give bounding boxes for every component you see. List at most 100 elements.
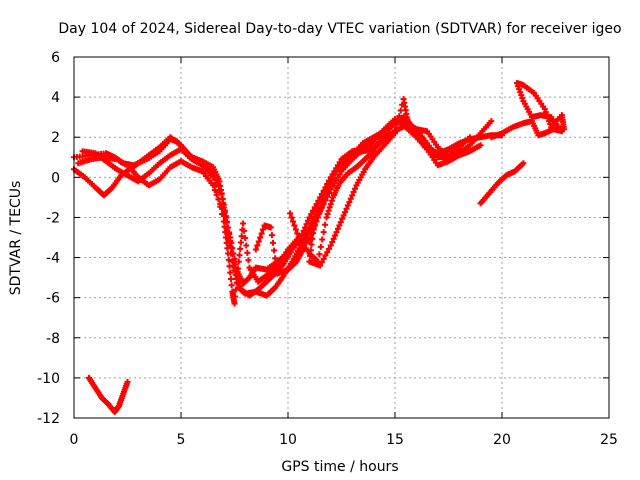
- data-point: [300, 227, 307, 234]
- data-point: [241, 227, 248, 234]
- y-tick-label: -12: [37, 411, 60, 427]
- data-point: [254, 242, 261, 249]
- data-point: [258, 230, 265, 237]
- data-point: [320, 229, 327, 236]
- data-point: [243, 242, 250, 249]
- data-point: [232, 286, 239, 293]
- data-point: [320, 255, 327, 262]
- data-point: [226, 231, 233, 238]
- data-point: [327, 179, 334, 186]
- data-point: [326, 183, 333, 190]
- data-point: [346, 199, 353, 206]
- data-point: [336, 222, 343, 229]
- data-point: [545, 115, 552, 122]
- data-point: [309, 235, 316, 242]
- data-point: [520, 98, 527, 105]
- data-point: [329, 239, 336, 246]
- data-point: [327, 201, 334, 208]
- data-point: [342, 209, 349, 216]
- data-point: [309, 230, 316, 237]
- data-point: [255, 238, 262, 245]
- data-point: [225, 256, 232, 263]
- data-point: [236, 252, 243, 259]
- data-point: [221, 223, 228, 230]
- data-point: [520, 160, 527, 167]
- data-point: [330, 171, 337, 178]
- data-point: [324, 211, 331, 218]
- data-point: [240, 220, 247, 227]
- data-point: [287, 210, 294, 217]
- data-point: [231, 267, 238, 274]
- x-tick-label: 15: [386, 432, 404, 448]
- data-point: [316, 251, 323, 258]
- data-point: [339, 215, 346, 222]
- chart-title: Day 104 of 2024, Sidereal Day-to-day VTE…: [58, 21, 621, 37]
- data-point: [210, 174, 217, 181]
- data-point: [228, 282, 235, 289]
- data-point: [124, 378, 131, 385]
- y-tick-label: 6: [51, 50, 60, 66]
- data-point: [215, 183, 222, 190]
- data-point: [260, 226, 267, 233]
- data-point: [238, 233, 245, 240]
- data-point: [289, 218, 296, 225]
- tick-labels: 0 5 10 15 20 25 -12 -10 -8 -6 -4 -2 0 2 4 6: [37, 50, 618, 448]
- data-point: [229, 258, 236, 265]
- data-point: [334, 225, 341, 232]
- data-point: [244, 249, 251, 256]
- data-point: [546, 118, 553, 125]
- data-point: [330, 235, 337, 242]
- data-point: [332, 232, 339, 239]
- data-point: [314, 258, 321, 265]
- data-point: [222, 234, 229, 241]
- data-point: [317, 262, 324, 269]
- data-point: [517, 89, 524, 96]
- data-point: [325, 207, 332, 214]
- data-point: [309, 207, 316, 214]
- y-tick-label: 0: [51, 170, 60, 186]
- series-track-g: [477, 160, 527, 207]
- data-point: [271, 247, 278, 254]
- data-point: [343, 205, 350, 212]
- data-point: [226, 263, 233, 270]
- data-point: [311, 204, 318, 211]
- data-point: [320, 198, 327, 205]
- data-points: [71, 80, 568, 415]
- data-point: [308, 241, 315, 248]
- x-tick-label: 20: [493, 432, 511, 448]
- data-point: [333, 229, 340, 236]
- data-point: [292, 226, 299, 233]
- data-point: [304, 217, 311, 224]
- data-point: [541, 106, 548, 113]
- data-point: [288, 214, 295, 221]
- data-point: [327, 242, 334, 249]
- data-point: [219, 211, 226, 218]
- data-point: [218, 190, 225, 197]
- data-point: [488, 118, 495, 125]
- x-tick-label: 10: [279, 432, 297, 448]
- data-point: [518, 92, 525, 99]
- data-point: [322, 252, 329, 259]
- data-point: [519, 95, 526, 102]
- data-point: [217, 187, 224, 194]
- y-tick-label: -6: [46, 291, 60, 307]
- data-point: [323, 190, 330, 197]
- data-point: [314, 214, 321, 221]
- data-point: [237, 245, 244, 252]
- data-point: [374, 142, 381, 149]
- data-point: [313, 218, 320, 225]
- data-point: [217, 203, 224, 210]
- data-point: [344, 202, 351, 209]
- data-point: [542, 109, 549, 116]
- data-point: [234, 272, 241, 279]
- data-point: [316, 210, 323, 217]
- data-point: [224, 245, 231, 252]
- data-point: [303, 221, 310, 228]
- data-point: [223, 239, 230, 246]
- data-point: [375, 139, 382, 146]
- data-point: [392, 130, 398, 137]
- data-point: [310, 224, 317, 231]
- data-point: [337, 219, 344, 226]
- data-point: [245, 257, 252, 264]
- data-point: [272, 255, 279, 262]
